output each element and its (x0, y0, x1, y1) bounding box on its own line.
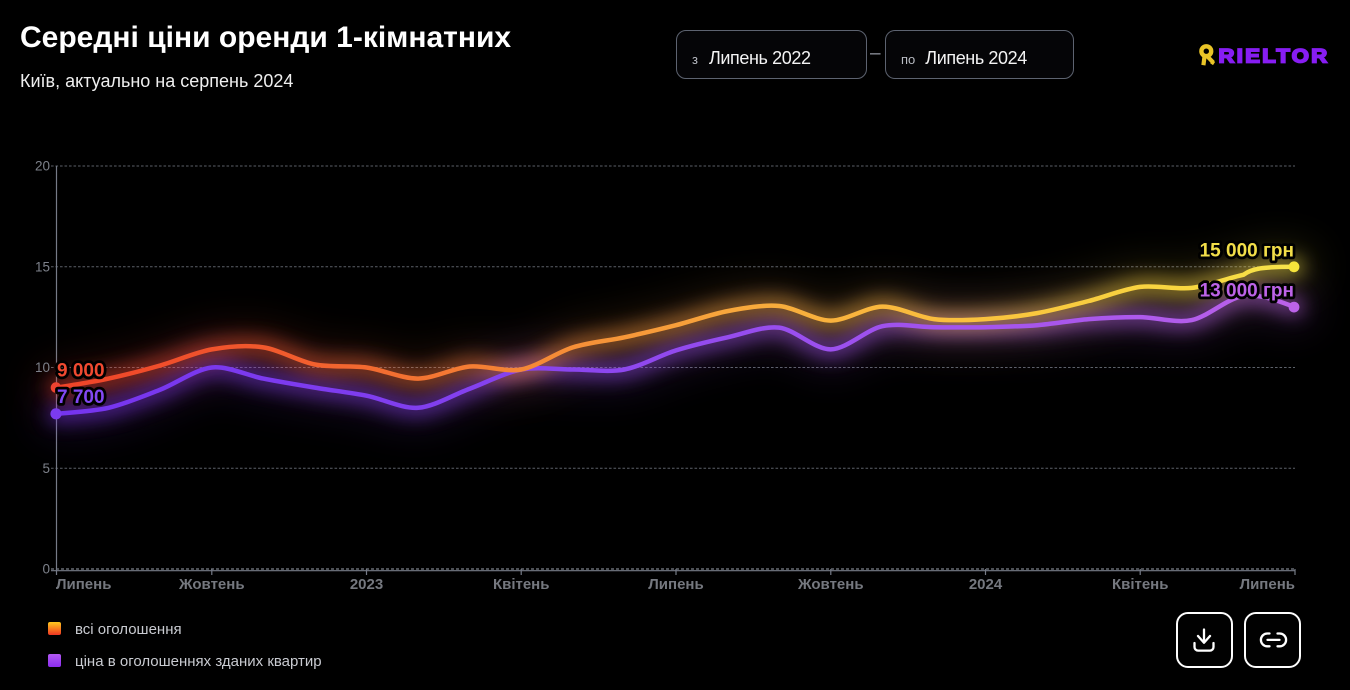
svg-text:15 000 грн: 15 000 грн (1200, 241, 1294, 262)
svg-text:2023: 2023 (350, 576, 383, 593)
svg-text:13 000 грн: 13 000 грн (1200, 281, 1294, 302)
svg-text:Липень: Липень (648, 576, 703, 593)
svg-text:RIELTOR: RIELTOR (1219, 47, 1330, 68)
svg-text:9 000: 9 000 (57, 361, 105, 382)
svg-text:7 700: 7 700 (57, 387, 105, 408)
svg-text:0: 0 (42, 562, 50, 577)
svg-text:Липень: Липень (56, 576, 111, 593)
svg-text:Липень: Липень (1240, 576, 1295, 593)
svg-text:5: 5 (42, 461, 50, 476)
svg-text:10: 10 (35, 360, 50, 375)
svg-text:20: 20 (35, 159, 50, 174)
svg-text:15: 15 (35, 259, 50, 274)
svg-text:Жовтень: Жовтень (178, 576, 245, 593)
svg-text:Квітень: Квітень (493, 576, 550, 593)
svg-text:Жовтень: Жовтень (797, 576, 864, 593)
svg-text:Квітень: Квітень (1112, 576, 1169, 593)
svg-text:2024: 2024 (969, 576, 1003, 593)
